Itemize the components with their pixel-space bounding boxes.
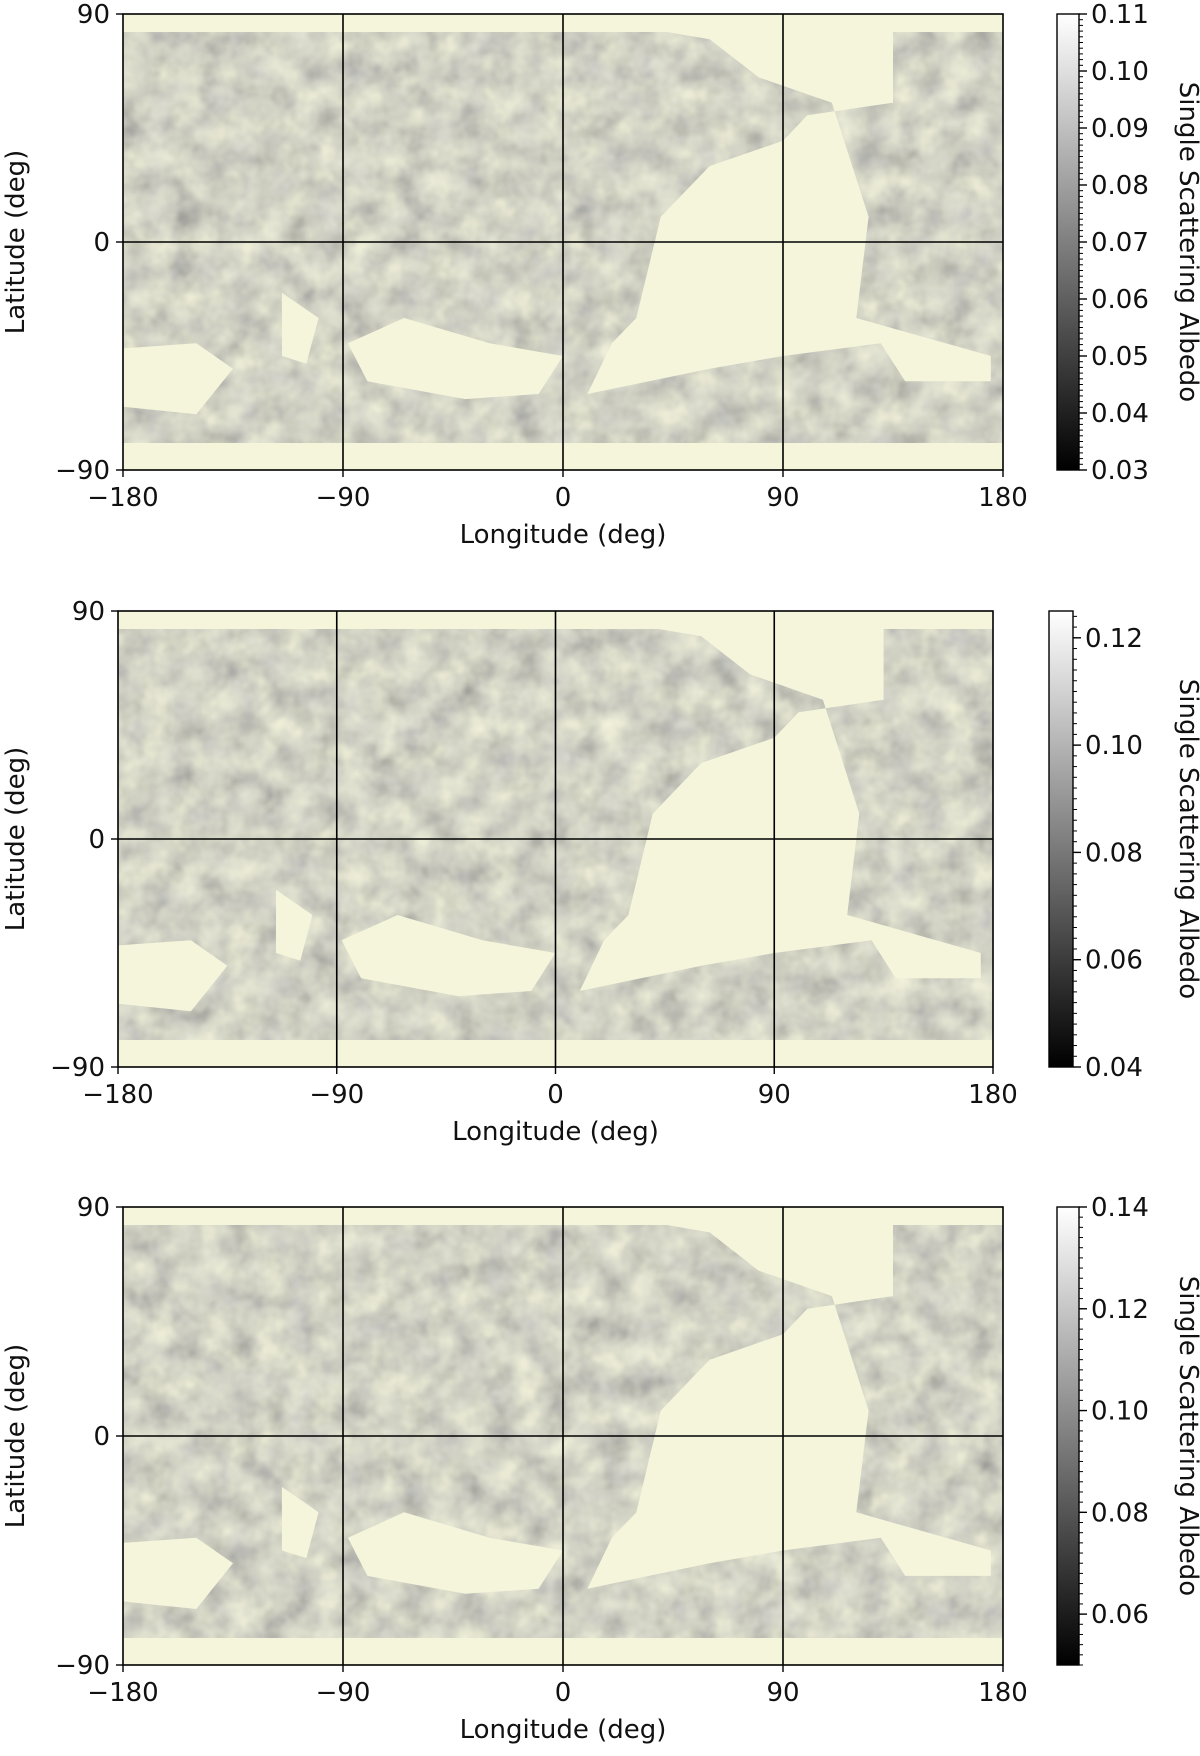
colorbar-tick-label: 0.06 <box>1091 1600 1149 1630</box>
no-data-region-1 <box>550 14 991 394</box>
y-axis-title: Latitude (deg) <box>1 1344 31 1529</box>
colorbar <box>1056 1206 1080 1666</box>
colorbar-tick-label: 0.12 <box>1085 624 1143 654</box>
y-tick-label: 90 <box>72 597 105 627</box>
no-data-region-4 <box>276 889 313 961</box>
y-axis-title: Latitude (deg) <box>1 747 31 932</box>
colorbar-tick-label: 0.04 <box>1085 1053 1143 1083</box>
colorbar-tick-label: 0.07 <box>1091 228 1149 258</box>
x-tick-label: 180 <box>978 483 1028 513</box>
y-tick-label: −90 <box>55 1651 110 1681</box>
colorbar-tick-label: 0.06 <box>1085 946 1143 976</box>
colorbar-tick-label: 0.08 <box>1091 1498 1149 1528</box>
x-tick-label: −180 <box>82 1080 153 1110</box>
colorbar-title: Single Scattering Albedo <box>1173 82 1200 402</box>
x-tick-label: 90 <box>758 1080 791 1110</box>
colorbar-tick-label: 0.10 <box>1091 1397 1149 1427</box>
colorbar-tick-label: 0.03 <box>1091 456 1149 486</box>
x-axis-title: Longitude (deg) <box>452 1117 659 1147</box>
colorbar-tick-label: 0.14 <box>1091 1193 1149 1223</box>
colorbar-tick-label: 0.05 <box>1091 342 1149 372</box>
x-tick-label: 180 <box>968 1080 1018 1110</box>
colorbar-tick-label: 0.10 <box>1085 731 1143 761</box>
x-tick-label: 90 <box>766 483 799 513</box>
x-tick-label: −180 <box>87 1678 158 1708</box>
no-data-region-4 <box>281 1486 319 1559</box>
x-tick-label: −90 <box>309 1080 364 1110</box>
colorbar-tick-label: 0.08 <box>1085 838 1143 868</box>
y-tick-label: 90 <box>77 0 110 30</box>
no-data-region-4 <box>281 292 319 364</box>
no-data-region-2 <box>341 915 556 997</box>
x-tick-label: 0 <box>547 1080 564 1110</box>
no-data-region-1 <box>550 1207 991 1589</box>
y-tick-label: 90 <box>77 1193 110 1223</box>
x-tick-label: 180 <box>978 1678 1028 1708</box>
no-data-region-3 <box>123 1537 233 1609</box>
colorbar-tick-label: 0.12 <box>1091 1295 1149 1325</box>
x-tick-label: 90 <box>766 1678 799 1708</box>
x-tick-label: −180 <box>87 483 158 513</box>
no-data-region-2 <box>347 1512 563 1594</box>
colorbar-tick-label: 0.10 <box>1091 57 1149 87</box>
colorbar-title: Single Scattering Albedo <box>1173 1276 1200 1596</box>
x-axis-title: Longitude (deg) <box>460 1715 667 1745</box>
no-data-region-1 <box>543 611 981 991</box>
y-tick-label: 0 <box>93 1422 110 1452</box>
y-tick-label: 0 <box>93 228 110 258</box>
colorbar <box>1056 13 1080 471</box>
x-tick-label: 0 <box>555 483 572 513</box>
colorbar-tick-label: 0.06 <box>1091 285 1149 315</box>
y-axis-title: Latitude (deg) <box>1 150 31 335</box>
y-tick-label: 0 <box>88 825 105 855</box>
colorbar-tick-label: 0.09 <box>1091 114 1149 144</box>
x-tick-label: −90 <box>316 1678 371 1708</box>
colorbar-tick-label: 0.04 <box>1091 399 1149 429</box>
y-tick-label: −90 <box>50 1053 105 1083</box>
x-tick-label: −90 <box>316 483 371 513</box>
colorbar-tick-label: 0.11 <box>1091 0 1149 30</box>
no-data-region-2 <box>347 318 563 400</box>
colorbar <box>1048 610 1074 1068</box>
x-tick-label: 0 <box>555 1678 572 1708</box>
no-data-region-3 <box>123 343 233 415</box>
no-data-region-3 <box>118 940 228 1012</box>
y-tick-label: −90 <box>55 456 110 486</box>
x-axis-title: Longitude (deg) <box>460 520 667 550</box>
colorbar-title: Single Scattering Albedo <box>1173 679 1200 999</box>
colorbar-tick-label: 0.08 <box>1091 171 1149 201</box>
